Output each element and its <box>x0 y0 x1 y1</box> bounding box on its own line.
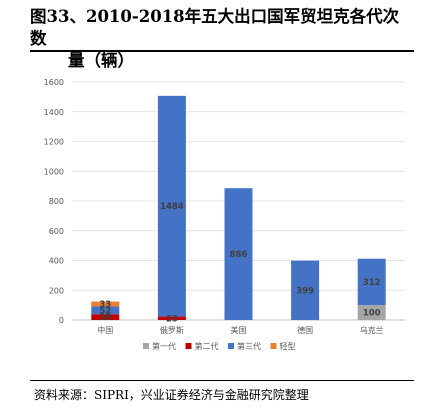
legend-label: 第三代 <box>237 341 261 351</box>
legend-swatch <box>143 343 149 349</box>
legend-swatch <box>185 343 192 349</box>
x-axis-categories: 中国 俄罗斯 美国 德国 乌克兰 <box>97 325 383 335</box>
y-tick-label: 0 <box>59 316 64 325</box>
bar-segment <box>157 316 186 320</box>
bar-segment <box>91 306 120 315</box>
y-axis-ticks: 0 200 400 600 800 1000 1200 1400 1600 <box>44 78 64 325</box>
legend-swatch <box>270 343 277 349</box>
legend-swatch <box>228 343 234 349</box>
bars <box>91 95 386 320</box>
figure-title: 图33、2010-2018年五大出口国军贸坦克各代次数 量（辆） <box>30 6 414 72</box>
category-label: 德国 <box>297 325 313 335</box>
legend-label: 第一代 <box>152 341 176 351</box>
data-label: 399 <box>296 286 314 296</box>
data-label: 886 <box>230 250 248 260</box>
title-rule <box>30 50 414 52</box>
figure-title-line1: 图33、2010-2018年五大出口国军贸坦克各代次数 <box>30 7 400 48</box>
category-label: 乌克兰 <box>360 325 384 335</box>
bar-segment <box>91 301 120 307</box>
figure-title-line2: 量（辆） <box>68 51 134 70</box>
y-tick-label: 1400 <box>44 108 64 117</box>
source-note: 资料来源：SIPRI，兴业证券经济与金融研究院整理 <box>34 388 309 402</box>
legend-label: 第二代 <box>195 341 219 351</box>
legend-label: 轻型 <box>280 341 296 351</box>
legend: 第一代 第二代 第三代 轻型 <box>143 341 296 351</box>
y-tick-label: 1200 <box>44 138 64 147</box>
source-rule <box>30 380 414 381</box>
y-tick-label: 600 <box>49 227 64 236</box>
data-label: 33 <box>99 300 111 310</box>
y-tick-label: 800 <box>49 197 64 206</box>
y-tick-label: 400 <box>49 257 64 266</box>
bar-segment <box>157 95 186 317</box>
category-label: 俄罗斯 <box>160 325 184 335</box>
bar-segment <box>224 188 253 320</box>
data-label: 52 <box>99 306 111 316</box>
bar-segment <box>357 258 386 306</box>
category-label: 美国 <box>231 325 247 335</box>
bar-segment <box>291 260 320 320</box>
data-label: 312 <box>363 278 381 288</box>
data-label: 39 <box>99 313 111 323</box>
data-label: 100 <box>363 309 381 319</box>
data-label: 23 <box>166 314 178 324</box>
category-label: 中国 <box>97 325 113 335</box>
bar-segment <box>91 314 120 320</box>
y-tick-label: 1000 <box>44 167 64 176</box>
y-tick-label: 1600 <box>44 78 64 87</box>
bar-segment <box>357 305 386 320</box>
data-label: 1484 <box>160 202 184 212</box>
y-tick-label: 200 <box>49 286 64 295</box>
